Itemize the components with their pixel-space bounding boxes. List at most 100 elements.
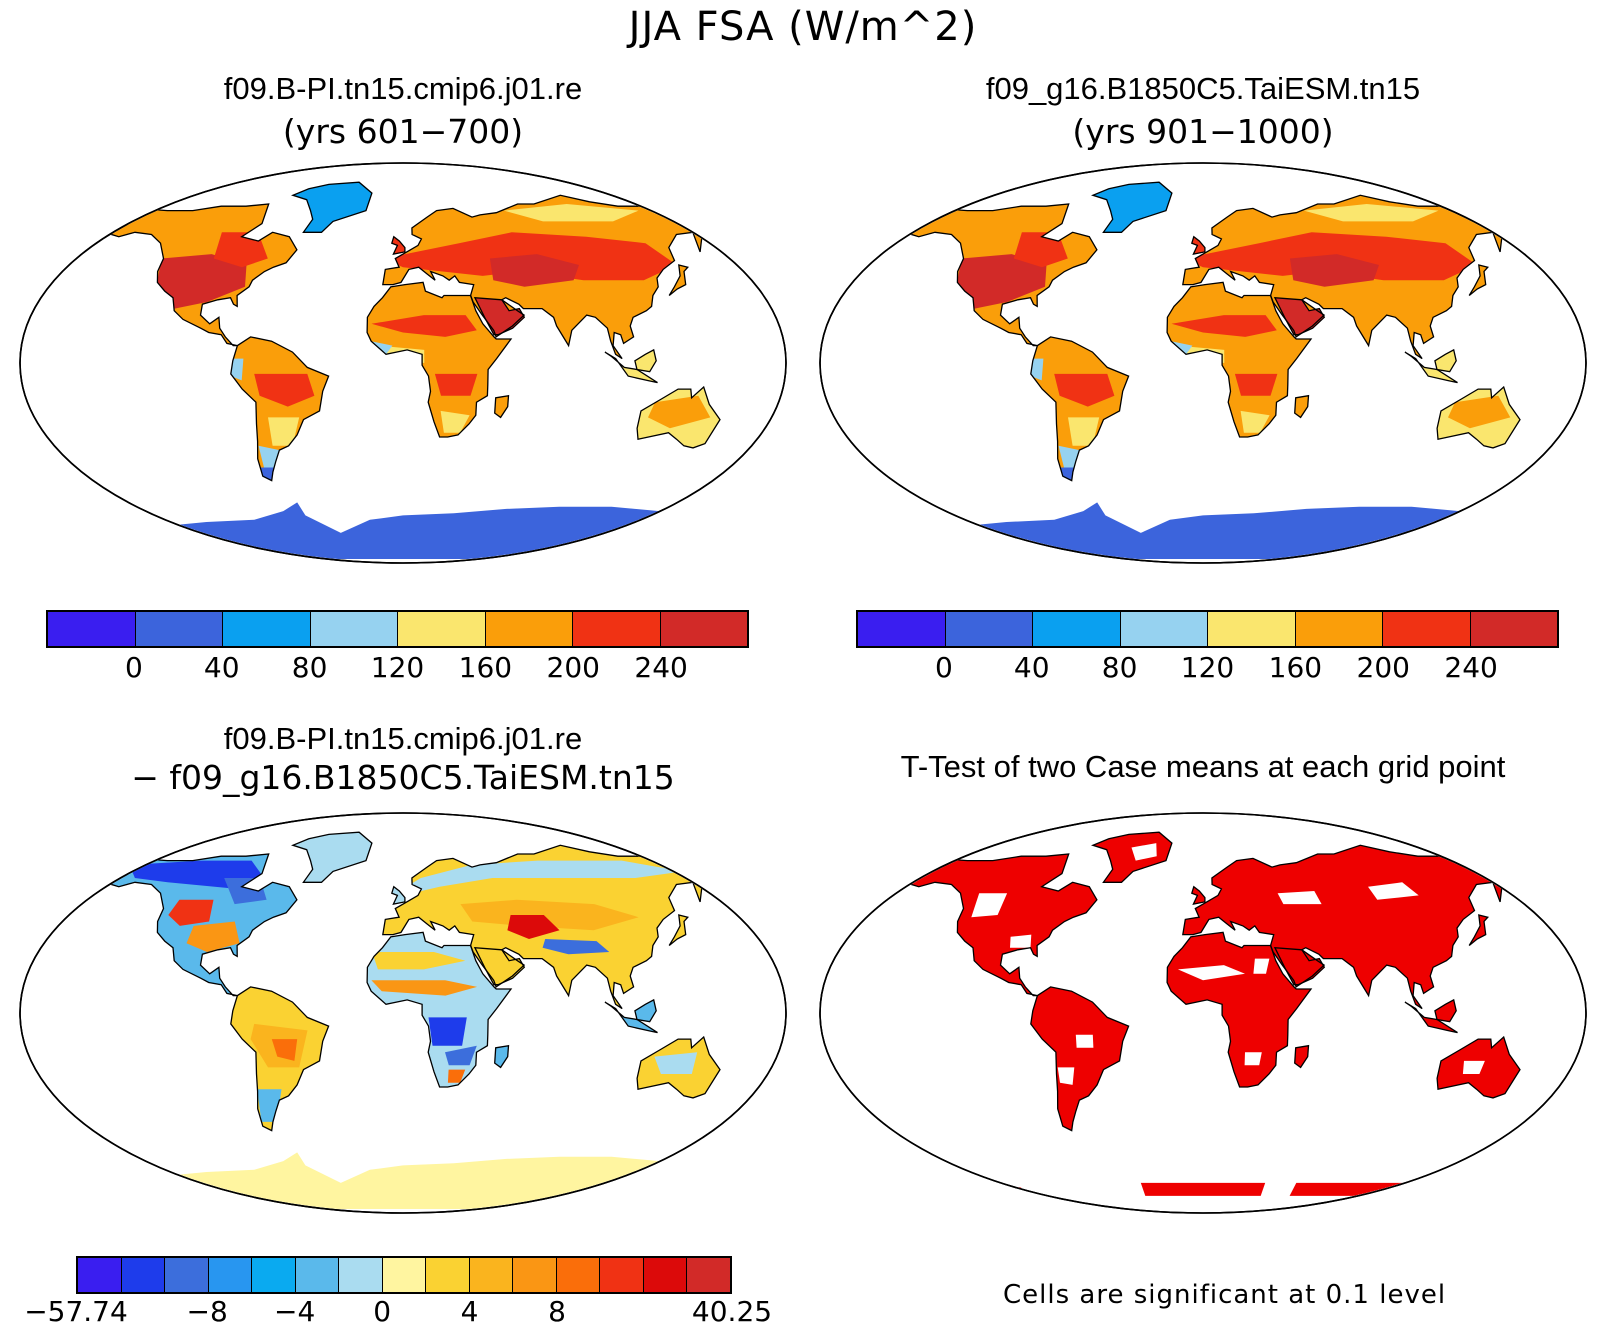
coastline	[366, 931, 513, 1088]
diff-colorbar-swatch	[469, 1258, 514, 1292]
non-significant-region	[1010, 934, 1032, 948]
value-region	[1068, 417, 1100, 446]
coastline	[1191, 235, 1206, 255]
map-frame	[19, 812, 787, 1214]
value-region	[447, 1069, 466, 1083]
diff-colorbar-swatch	[121, 1258, 166, 1292]
case1-years: (yrs 601−700)	[282, 112, 524, 151]
value-region	[648, 395, 711, 429]
case2-colorbar-swatch	[1470, 612, 1557, 646]
coastline	[290, 831, 373, 883]
case1-map	[19, 162, 787, 564]
coastline	[391, 235, 406, 255]
value-region	[268, 417, 300, 446]
land-uk	[1191, 236, 1205, 255]
non-significant-region	[1075, 1034, 1094, 1048]
land-antarctica	[105, 1152, 701, 1209]
land-arabia	[474, 947, 525, 985]
case1-colorbar-tick-label: 240	[634, 651, 688, 684]
case2-colorbar-tick-label: 0	[934, 651, 953, 684]
value-region	[1303, 204, 1439, 222]
coastline	[1404, 1001, 1458, 1034]
case2-map	[819, 162, 1587, 564]
coastline	[1294, 1044, 1310, 1069]
value-region	[186, 921, 240, 952]
diff-colorbar-swatch	[78, 1258, 122, 1292]
coastline	[1191, 885, 1206, 905]
land-borneo	[634, 349, 657, 372]
coastline	[290, 181, 373, 233]
coastline	[604, 1001, 658, 1034]
significance-madagascar	[1294, 1045, 1309, 1068]
significance-arabia	[1274, 947, 1325, 985]
diff-title: f09.B-PI.tn15.cmip6.j01.re	[223, 721, 583, 756]
non-significant-region	[1131, 843, 1157, 861]
land-southAmerica	[230, 336, 329, 481]
value-region	[156, 254, 247, 309]
coastline	[1273, 946, 1326, 986]
non-significant-region	[971, 893, 1008, 918]
coastline	[634, 348, 657, 373]
map-frame	[819, 162, 1587, 564]
ttest-title: T-Test of two Case means at each grid po…	[900, 749, 1506, 784]
case2-colorbar-swatch	[945, 612, 1033, 646]
value-region	[1448, 395, 1511, 429]
case2-colorbar-swatch	[1208, 612, 1296, 646]
diff-colorbar-swatch	[687, 1258, 730, 1292]
non-significant-region	[1244, 1052, 1262, 1066]
value-region	[428, 1017, 467, 1046]
value-region	[434, 373, 478, 396]
value-region	[460, 899, 639, 931]
value-region	[1013, 232, 1068, 268]
coastline	[1468, 264, 1489, 297]
non-significant-region	[1057, 1067, 1075, 1085]
case1-colorbar-swatch	[48, 612, 136, 646]
map-frame	[819, 812, 1587, 1214]
case2-colorbar-swatch	[1120, 612, 1208, 646]
case1-colorbar-swatch	[223, 612, 311, 646]
coastline	[103, 203, 298, 347]
value-region	[1240, 410, 1270, 433]
coastline	[668, 914, 689, 947]
land-madagascar	[494, 1045, 509, 1068]
case1-colorbar-tick-label: 0	[124, 651, 143, 684]
non-significant-region	[1368, 882, 1419, 900]
diff-colorbar-swatch	[295, 1258, 340, 1292]
coastline	[1090, 831, 1173, 883]
coastline	[366, 281, 513, 438]
value-region	[371, 980, 478, 996]
case2-colorbar-tick-label: 80	[1101, 651, 1138, 684]
figure-title: JJA FSA (W/m^2)	[628, 4, 978, 50]
case2-colorbar-swatch	[1295, 612, 1383, 646]
case1-colorbar	[46, 610, 749, 648]
case2-title: f09_g16.B1850C5.TaiESM.tn15	[985, 71, 1421, 106]
coastline	[230, 336, 330, 482]
case2-colorbar-tick-label: 40	[1013, 651, 1050, 684]
value-region	[372, 952, 466, 970]
case2-colorbar-swatch	[1383, 612, 1471, 646]
land-madagascar	[494, 395, 509, 418]
value-region	[489, 254, 579, 287]
ttest-map	[819, 812, 1587, 1214]
land-uk	[391, 236, 405, 255]
value-region	[1171, 315, 1277, 337]
case1-colorbar-swatch	[573, 612, 661, 646]
diff-colorbar-tick-label: −4	[274, 1295, 316, 1328]
value-region	[1234, 373, 1278, 396]
significance-antarctica-strip	[1289, 1182, 1468, 1196]
case2-colorbar-tick-label: 200	[1356, 651, 1410, 684]
case1-colorbar-swatch	[660, 612, 747, 646]
significance-northAmerica	[904, 854, 1097, 996]
case2-colorbar-tick-label: 120	[1180, 651, 1235, 684]
coastline	[1294, 394, 1310, 419]
case2-colorbar-swatch	[1033, 612, 1121, 646]
diff-colorbar-swatch	[643, 1258, 688, 1292]
case2-colorbar-tick-label: 240	[1444, 651, 1498, 684]
value-region	[1054, 373, 1115, 407]
value-region	[213, 232, 268, 268]
value-region	[503, 204, 639, 222]
land-indonesia	[1404, 352, 1458, 383]
diff-colorbar-tick-label: 4	[460, 1295, 479, 1328]
case2-colorbar	[856, 610, 1559, 648]
coastline	[1030, 986, 1130, 1132]
